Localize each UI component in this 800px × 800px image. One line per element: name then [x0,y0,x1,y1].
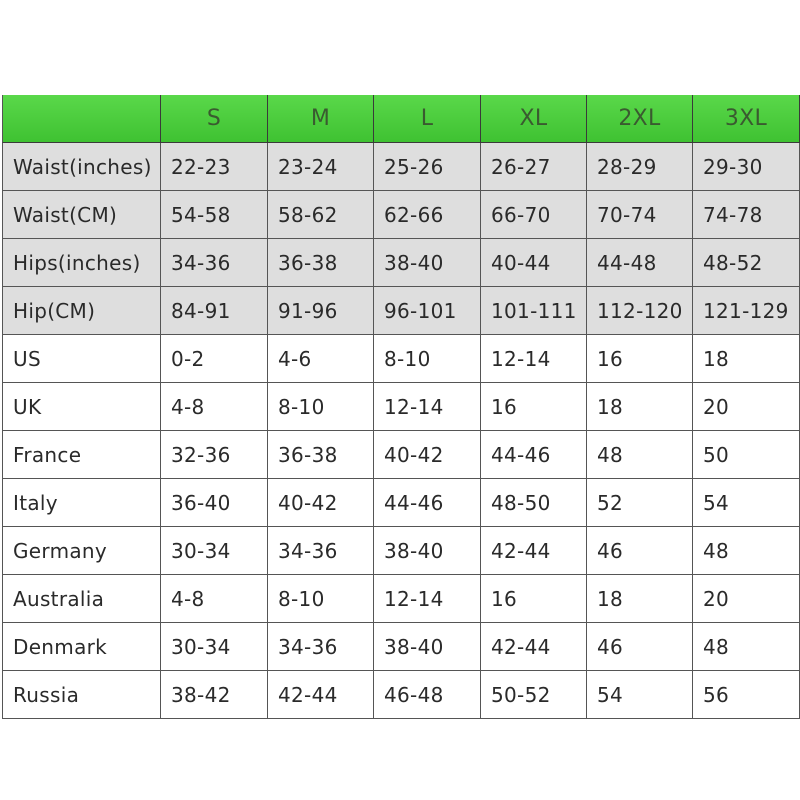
row-label: US [2,335,161,383]
size-value: 44-46 [481,431,587,479]
size-value: 18 [693,335,800,383]
size-value: 91-96 [268,287,374,335]
size-value: 66-70 [481,191,587,239]
size-value: 20 [693,575,800,623]
size-value: 40-42 [268,479,374,527]
size-value: 8-10 [268,383,374,431]
size-value: 121-129 [693,287,800,335]
size-value: 28-29 [587,143,693,191]
size-value: 84-91 [161,287,268,335]
size-value: 56 [693,671,800,719]
size-value: 4-8 [161,383,268,431]
size-value: 42-44 [268,671,374,719]
size-value: 38-40 [374,239,481,287]
column-header: M [268,95,374,143]
size-value: 20 [693,383,800,431]
size-value: 96-101 [374,287,481,335]
size-value: 12-14 [374,575,481,623]
size-value: 48 [587,431,693,479]
row-label: France [2,431,161,479]
size-value: 34-36 [268,527,374,575]
row-label: Italy [2,479,161,527]
size-value: 46 [587,527,693,575]
size-value: 23-24 [268,143,374,191]
size-value: 30-34 [161,527,268,575]
row-label: Australia [2,575,161,623]
size-value: 25-26 [374,143,481,191]
size-value: 12-14 [374,383,481,431]
row-label: Denmark [2,623,161,671]
size-value: 36-38 [268,431,374,479]
row-label: Hips(inches) [2,239,161,287]
size-value: 16 [587,335,693,383]
size-value: 8-10 [374,335,481,383]
size-value: 32-36 [161,431,268,479]
size-value: 4-6 [268,335,374,383]
header-corner [2,95,161,143]
column-header: S [161,95,268,143]
size-value: 29-30 [693,143,800,191]
size-value: 16 [481,383,587,431]
row-label: Germany [2,527,161,575]
size-value: 30-34 [161,623,268,671]
size-value: 12-14 [481,335,587,383]
size-value: 8-10 [268,575,374,623]
size-value: 52 [587,479,693,527]
size-value: 112-120 [587,287,693,335]
size-value: 34-36 [161,239,268,287]
size-value: 54-58 [161,191,268,239]
size-value: 34-36 [268,623,374,671]
size-value: 62-66 [374,191,481,239]
size-value: 48-52 [693,239,800,287]
size-value: 70-74 [587,191,693,239]
size-value: 38-42 [161,671,268,719]
size-value: 44-46 [374,479,481,527]
column-header: 2XL [587,95,693,143]
size-value: 42-44 [481,623,587,671]
size-value: 18 [587,575,693,623]
row-label: UK [2,383,161,431]
size-value: 48-50 [481,479,587,527]
size-value: 36-38 [268,239,374,287]
column-header: L [374,95,481,143]
size-value: 48 [693,623,800,671]
size-value: 38-40 [374,527,481,575]
column-header: XL [481,95,587,143]
row-label: Waist(inches) [2,143,161,191]
row-label: Hip(CM) [2,287,161,335]
size-value: 46 [587,623,693,671]
size-value: 36-40 [161,479,268,527]
size-value: 22-23 [161,143,268,191]
size-value: 4-8 [161,575,268,623]
size-value: 48 [693,527,800,575]
size-value: 42-44 [481,527,587,575]
size-value: 58-62 [268,191,374,239]
size-value: 74-78 [693,191,800,239]
column-header: 3XL [693,95,800,143]
size-value: 26-27 [481,143,587,191]
size-value: 50 [693,431,800,479]
size-value: 40-42 [374,431,481,479]
size-value: 38-40 [374,623,481,671]
size-value: 44-48 [587,239,693,287]
row-label: Waist(CM) [2,191,161,239]
size-value: 54 [587,671,693,719]
size-value: 50-52 [481,671,587,719]
size-value: 18 [587,383,693,431]
size-value: 0-2 [161,335,268,383]
size-value: 16 [481,575,587,623]
size-value: 46-48 [374,671,481,719]
row-label: Russia [2,671,161,719]
size-value: 54 [693,479,800,527]
size-value: 40-44 [481,239,587,287]
size-value: 101-111 [481,287,587,335]
